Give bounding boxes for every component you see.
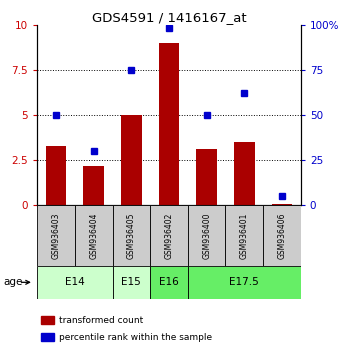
Text: E16: E16 xyxy=(159,277,179,287)
Text: GSM936406: GSM936406 xyxy=(277,212,287,259)
Text: GSM936402: GSM936402 xyxy=(165,212,173,259)
Text: transformed count: transformed count xyxy=(59,316,143,325)
Text: GSM936401: GSM936401 xyxy=(240,212,249,259)
Text: age: age xyxy=(3,277,23,287)
Bar xyxy=(113,266,150,299)
Bar xyxy=(83,166,104,205)
Title: GDS4591 / 1416167_at: GDS4591 / 1416167_at xyxy=(92,11,246,24)
Bar xyxy=(113,205,150,266)
Bar xyxy=(46,146,66,205)
Text: E17.5: E17.5 xyxy=(230,277,259,287)
Bar xyxy=(159,43,179,205)
Text: GSM936404: GSM936404 xyxy=(89,212,98,259)
Bar xyxy=(150,205,188,266)
Text: E14: E14 xyxy=(65,277,85,287)
Bar xyxy=(263,205,301,266)
Bar xyxy=(234,142,255,205)
Bar xyxy=(272,204,292,205)
Bar xyxy=(188,205,225,266)
Bar xyxy=(121,115,142,205)
Bar xyxy=(150,266,188,299)
Text: E15: E15 xyxy=(121,277,141,287)
Bar xyxy=(188,266,301,299)
Bar xyxy=(75,205,113,266)
Text: percentile rank within the sample: percentile rank within the sample xyxy=(59,333,212,342)
Text: GSM936403: GSM936403 xyxy=(51,212,61,259)
Bar xyxy=(37,205,75,266)
Text: GSM936405: GSM936405 xyxy=(127,212,136,259)
Text: GSM936400: GSM936400 xyxy=(202,212,211,259)
Bar xyxy=(225,205,263,266)
Bar xyxy=(196,149,217,205)
Bar xyxy=(37,266,113,299)
